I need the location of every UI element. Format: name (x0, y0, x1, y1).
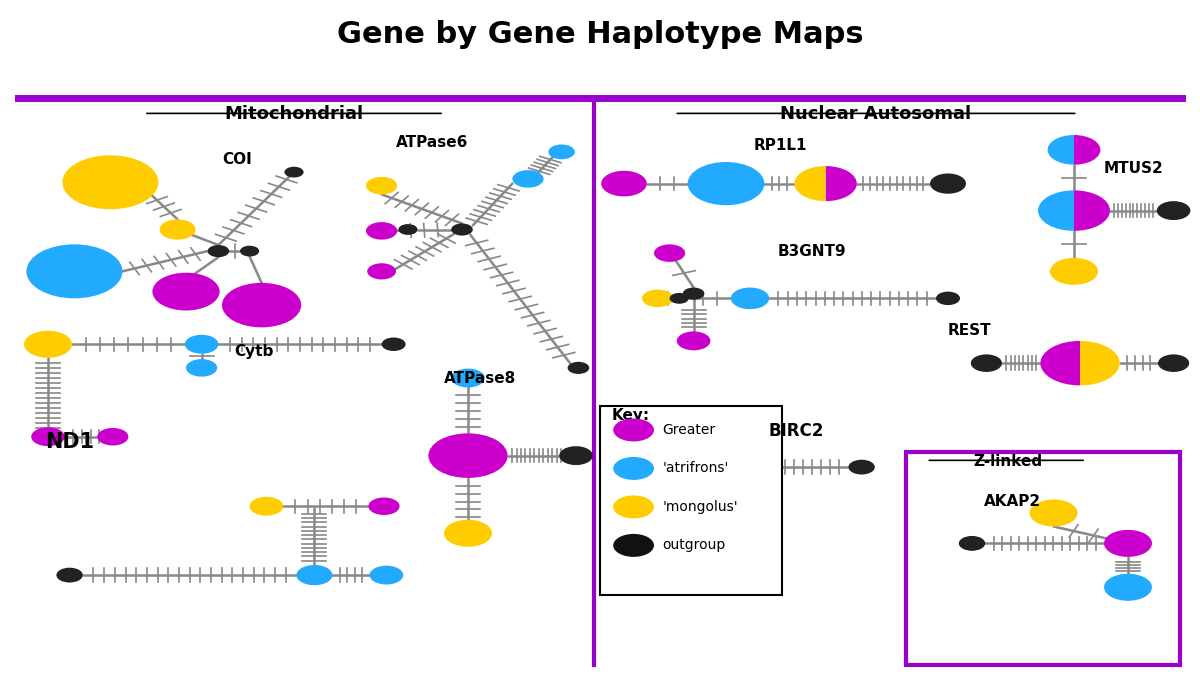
Circle shape (613, 457, 654, 480)
Circle shape (1157, 201, 1190, 220)
Text: Nuclear Autosomal: Nuclear Autosomal (780, 105, 972, 123)
Text: Z-linked: Z-linked (973, 454, 1043, 468)
Text: RP1L1: RP1L1 (754, 138, 808, 153)
Text: ND1: ND1 (46, 432, 95, 452)
Wedge shape (1074, 135, 1100, 165)
Circle shape (31, 427, 65, 446)
Circle shape (366, 177, 397, 194)
Circle shape (186, 359, 217, 377)
Circle shape (444, 520, 492, 547)
Circle shape (62, 155, 158, 209)
Text: Greater: Greater (662, 423, 715, 437)
Text: outgroup: outgroup (662, 539, 726, 552)
Text: BIRC2: BIRC2 (768, 422, 823, 440)
Wedge shape (724, 452, 750, 482)
Circle shape (1104, 530, 1152, 557)
Circle shape (936, 292, 960, 305)
Circle shape (296, 565, 332, 585)
Circle shape (683, 288, 704, 300)
Wedge shape (1074, 190, 1110, 231)
Circle shape (688, 162, 764, 205)
Circle shape (366, 222, 397, 240)
Circle shape (642, 290, 673, 307)
Circle shape (613, 495, 654, 518)
Circle shape (1050, 258, 1098, 285)
Wedge shape (1040, 341, 1080, 385)
Circle shape (398, 224, 418, 235)
Wedge shape (826, 166, 857, 201)
Circle shape (240, 246, 259, 256)
Circle shape (152, 273, 220, 311)
Circle shape (26, 244, 122, 298)
Wedge shape (750, 452, 776, 482)
Circle shape (185, 335, 218, 354)
Circle shape (208, 245, 229, 257)
Circle shape (1030, 500, 1078, 526)
Text: 'atrifrons': 'atrifrons' (662, 462, 728, 475)
Circle shape (548, 144, 575, 159)
Text: REST: REST (948, 323, 991, 338)
Circle shape (250, 497, 283, 516)
Text: MTUS2: MTUS2 (1104, 161, 1164, 176)
Circle shape (959, 536, 985, 551)
Text: B3GNT9: B3GNT9 (778, 244, 846, 259)
Circle shape (677, 331, 710, 350)
Circle shape (451, 369, 485, 387)
Wedge shape (1048, 135, 1074, 165)
Circle shape (428, 433, 508, 478)
Circle shape (670, 293, 689, 304)
Circle shape (930, 173, 966, 194)
Bar (600, 406, 782, 595)
Text: Gene by Gene Haplotype Maps: Gene by Gene Haplotype Maps (337, 20, 863, 49)
Circle shape (97, 428, 128, 446)
Circle shape (1158, 354, 1189, 372)
Text: Cytb: Cytb (234, 344, 274, 359)
Circle shape (382, 338, 406, 351)
Text: COI: COI (222, 152, 252, 167)
Circle shape (654, 244, 685, 262)
Circle shape (848, 460, 875, 475)
Circle shape (370, 566, 403, 585)
Circle shape (568, 362, 589, 374)
Text: 'mongolus': 'mongolus' (662, 500, 738, 514)
Text: ATPase6: ATPase6 (396, 135, 468, 150)
Circle shape (368, 497, 400, 515)
Wedge shape (1038, 190, 1074, 231)
Circle shape (367, 263, 396, 279)
Circle shape (613, 418, 654, 441)
Text: Key:: Key: (612, 408, 650, 423)
Circle shape (971, 354, 1002, 372)
Circle shape (1104, 574, 1152, 601)
Bar (906, 452, 1180, 665)
Circle shape (601, 171, 647, 196)
Text: AKAP2: AKAP2 (984, 494, 1042, 509)
Circle shape (24, 331, 72, 358)
Circle shape (559, 446, 593, 465)
Circle shape (56, 568, 83, 583)
Circle shape (512, 170, 544, 188)
Wedge shape (794, 166, 826, 201)
Circle shape (160, 219, 196, 240)
Circle shape (284, 167, 304, 178)
Text: Mitochondrial: Mitochondrial (224, 105, 364, 123)
Circle shape (451, 223, 473, 236)
Circle shape (222, 283, 301, 327)
Wedge shape (1080, 341, 1120, 385)
Text: ATPase8: ATPase8 (444, 371, 516, 386)
Circle shape (731, 288, 769, 309)
Circle shape (613, 534, 654, 557)
